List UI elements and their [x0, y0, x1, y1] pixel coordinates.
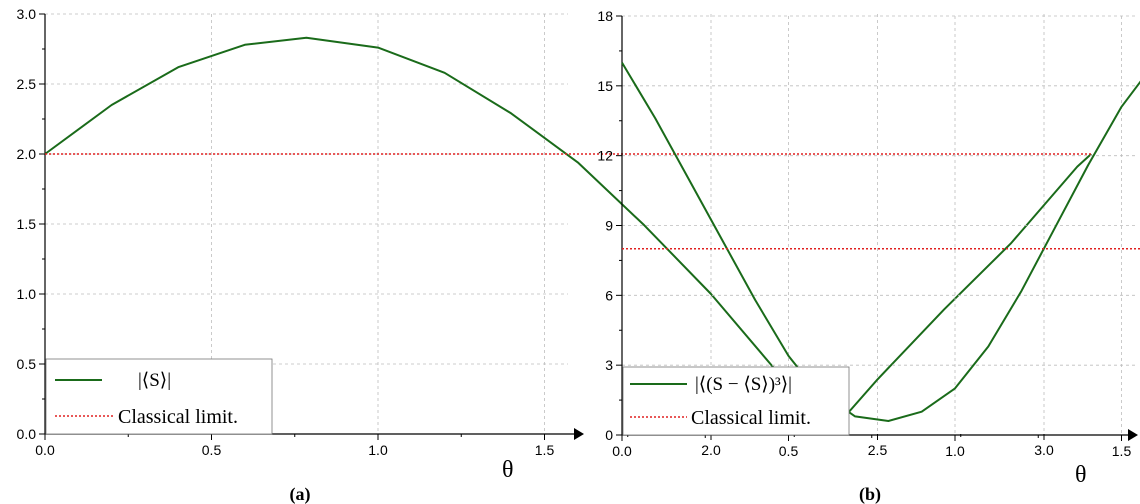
y-tick-label-a: 1.0: [17, 286, 37, 302]
y-tick-label-b: 15: [597, 78, 613, 94]
y-tick-label-a: 0.0: [17, 426, 37, 442]
legend-label-a-0: |⟨S⟩|: [138, 370, 171, 391]
x-tick-label-b: 1.0: [945, 443, 965, 459]
y-tick-label-a: 2.0: [17, 146, 37, 162]
legend-label-b-1: Classical limit.: [691, 407, 811, 429]
y-tick-label-a: 3.0: [17, 6, 37, 22]
y-tick-label-a: 2.5: [17, 76, 37, 92]
x-tick-label-a: 1.0: [368, 442, 388, 458]
x-tick-label-b: 0.0: [612, 443, 632, 459]
x-axis-label-a: θ: [502, 457, 514, 483]
x-tick-label-b: 0.5: [779, 443, 799, 459]
x-axis-label-b: θ: [1075, 462, 1087, 488]
legend-label-a-1: Classical limit.: [118, 406, 238, 428]
x-tick-label-b: 1.5: [1112, 443, 1132, 459]
legend-a: |⟨S⟩| Classical limit.: [46, 359, 272, 434]
chart-a: 0.0 0.5 1.0 1.5 2.0 2.5 3.0 0.0 0.5 1.0 1.5 2.0 2.5 3…: [17, 6, 1092, 504]
panel-label-b: (b): [859, 484, 881, 504]
legend-b: |⟨(S − ⟨S⟩)³⟩| Classical limit.: [623, 367, 849, 435]
y-tick-label-a: 1.5: [17, 216, 37, 232]
chart-b: 0.0 0.5 1.0 1.5 2.0 2.5 3.0 0 3 6 9 12 15 18 θ (b) |⟨…: [597, 8, 1140, 504]
y-tick-label-a: 0.5: [17, 356, 37, 372]
y-tick-label-b: 6: [605, 287, 613, 303]
y-tick-label-b: 9: [605, 218, 613, 234]
y-tick-label-b: 0: [605, 427, 613, 443]
x-axis-arrow-a: [574, 428, 584, 440]
x-tick-label-a: 0.5: [202, 442, 222, 458]
x-tick-label-a: 2.5: [868, 442, 888, 458]
y-tick-label-b: 12: [597, 148, 613, 164]
x-tick-label-a: 2.0: [701, 442, 721, 458]
y-tick-label-b: 18: [597, 8, 613, 24]
x-axis-arrow-b: [1128, 429, 1138, 441]
legend-label-b-0: |⟨(S − ⟨S⟩)³⟩|: [695, 374, 792, 395]
x-tick-label-a: 1.5: [535, 442, 555, 458]
x-tick-label-a: 0.0: [35, 442, 55, 458]
x-tick-label-a: 3.0: [1034, 442, 1054, 458]
y-tick-label-b: 3: [605, 357, 613, 373]
panel-label-a: (a): [290, 484, 311, 504]
